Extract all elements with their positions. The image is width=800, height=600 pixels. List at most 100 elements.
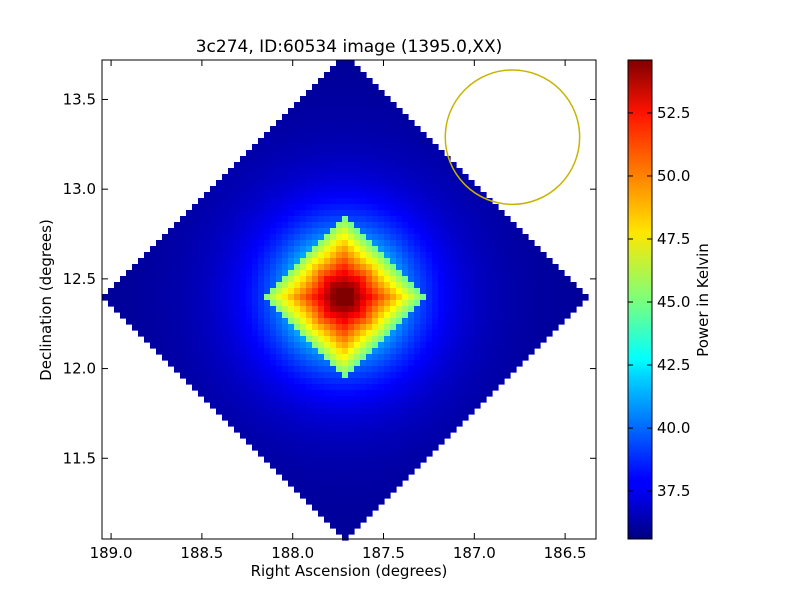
heatmap-cell [354,204,361,211]
heatmap-cell [372,348,379,355]
heatmap-cell [258,138,265,145]
heatmap-cell [270,366,277,373]
heatmap-cell [318,252,325,259]
heatmap-cell [324,378,331,385]
heatmap-cell [444,210,451,217]
heatmap-cell [432,438,439,445]
heatmap-cell [426,258,433,265]
heatmap-cell [360,90,367,97]
heatmap-cell [186,306,193,313]
heatmap-cell [336,246,343,253]
heatmap-cell [450,234,457,241]
heatmap-cell [480,192,487,199]
x-tick-label: 188.5 [180,544,223,562]
heatmap-cell [348,408,355,415]
heatmap-cell [192,294,199,301]
heatmap-cell [360,270,367,277]
heatmap-cell [174,366,181,373]
heatmap-cell [228,168,235,175]
heatmap-cell [216,378,223,385]
heatmap-cell [192,210,199,217]
heatmap-cell [198,282,205,289]
heatmap-cell [348,468,355,475]
heatmap-cell [120,294,127,301]
heatmap-cell [468,234,475,241]
heatmap-cell [240,396,247,403]
heatmap-cell [462,306,469,313]
heatmap-cell [222,180,229,187]
heatmap-cell [342,432,349,439]
heatmap-cell [438,150,445,157]
heatmap-cell [336,150,343,157]
heatmap-cell [486,372,493,379]
heatmap-cell [294,252,301,259]
heatmap-cell [186,216,193,223]
heatmap-cell [378,390,385,397]
y-tick-label: 11.5 [63,449,96,467]
heatmap-cell [180,270,187,277]
heatmap-cell [414,438,421,445]
heatmap-cell [294,300,301,307]
heatmap-cell [510,222,517,229]
heatmap-cell [516,264,523,271]
heatmap-cell [324,264,331,271]
heatmap-cell [312,270,319,277]
heatmap-cell [360,216,367,223]
heatmap-cell [360,156,367,163]
heatmap-cell [366,342,373,349]
heatmap-cell [234,264,241,271]
heatmap-cell [144,282,151,289]
heatmap-cell [570,294,577,301]
heatmap-cell [162,318,169,325]
heatmap-cell [210,234,217,241]
heatmap-cell [306,132,313,139]
heatmap-cell [252,210,259,217]
heatmap-cell [306,102,313,109]
heatmap-cell [330,420,337,427]
heatmap-cell [156,288,163,295]
heatmap-cell [336,186,343,193]
heatmap-cell [360,72,367,79]
heatmap-cell [552,324,559,331]
heatmap-cell [510,324,517,331]
heatmap-cell [156,330,163,337]
heatmap-cell [348,510,355,517]
heatmap-cell [360,372,367,379]
heatmap [102,60,589,541]
heatmap-cell [402,186,409,193]
heatmap-cell [336,438,343,445]
heatmap-cell [360,378,367,385]
heatmap-cell [390,192,397,199]
heatmap-cell [408,462,415,469]
heatmap-cell [396,156,403,163]
heatmap-cell [450,420,457,427]
heatmap-cell [258,252,265,259]
heatmap-cell [342,366,349,373]
heatmap-cell [516,270,523,277]
heatmap-cell [336,312,343,319]
heatmap-cell [420,186,427,193]
heatmap-cell [498,372,505,379]
heatmap-cell [324,78,331,85]
heatmap-cell [342,138,349,145]
heatmap-cell [270,450,277,457]
heatmap-cell [396,234,403,241]
heatmap-cell [456,378,463,385]
heatmap-cell [240,264,247,271]
heatmap-cell [234,348,241,355]
heatmap-cell [300,102,307,109]
heatmap-cell [294,228,301,235]
heatmap-cell [450,270,457,277]
heatmap-cell [276,228,283,235]
heatmap-cell [480,216,487,223]
heatmap-cell [366,126,373,133]
heatmap-cell [462,402,469,409]
heatmap-cell [312,222,319,229]
heatmap-cell [276,426,283,433]
heatmap-cell [294,348,301,355]
heatmap-cell [420,408,427,415]
heatmap-cell [354,132,361,139]
heatmap-cell [342,174,349,181]
heatmap-cell [180,312,187,319]
heatmap-cell [246,198,253,205]
